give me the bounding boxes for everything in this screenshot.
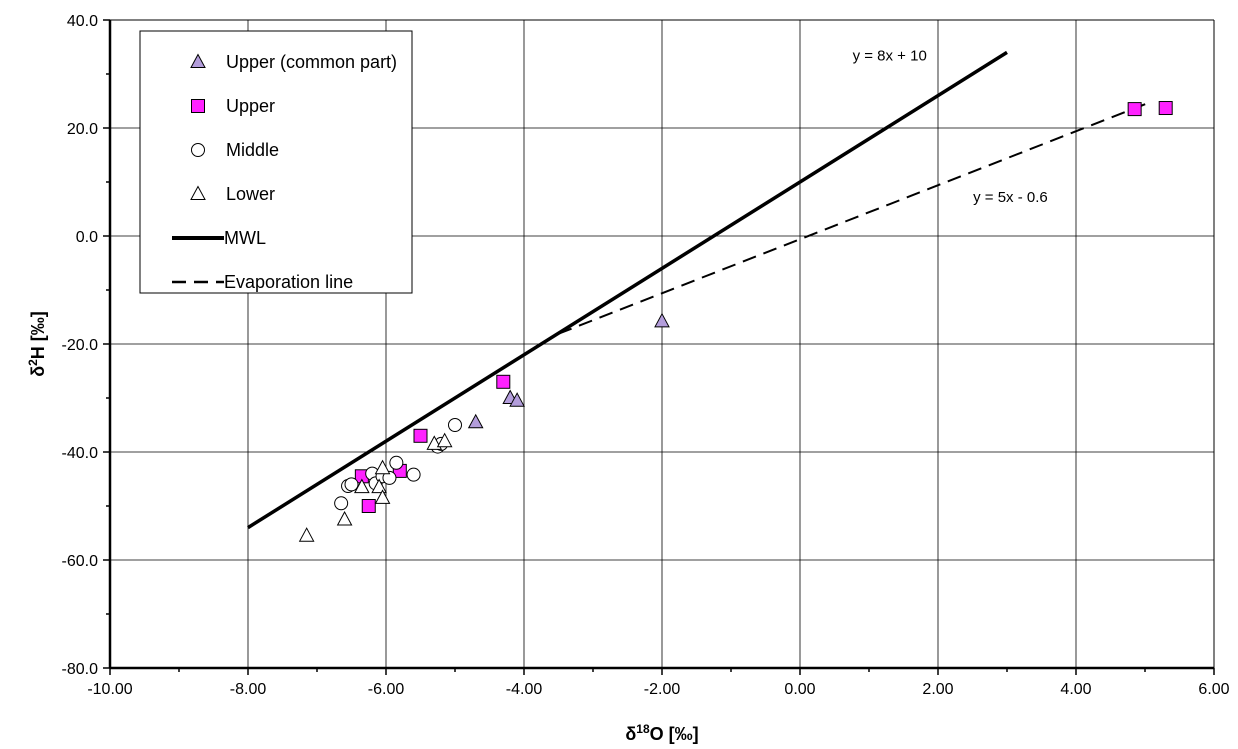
y-tick-label: -80.0 <box>62 661 99 678</box>
evaporation-line <box>558 100 1153 335</box>
legend-label: Evaporation line <box>224 272 353 292</box>
x-tick-label: 4.00 <box>1060 681 1091 698</box>
x-tick-label: 2.00 <box>922 681 953 698</box>
point-middle <box>334 496 349 511</box>
legend-marker <box>191 143 205 157</box>
point-upper-common-part <box>654 312 670 328</box>
point-lower <box>336 510 353 526</box>
point-upper-common-part <box>467 413 484 429</box>
point-lower <box>374 489 391 504</box>
point-middle <box>389 455 404 470</box>
point-lower <box>374 459 391 475</box>
point-middle <box>406 467 421 482</box>
legend-marker <box>190 185 206 200</box>
point-upper <box>496 374 511 389</box>
legend: Upper (common part) Upper Middle Lower MWL Ev… <box>139 30 413 294</box>
x-tick-label: -2.00 <box>644 681 681 698</box>
legend-box <box>139 30 413 294</box>
y-tick-label: -20.0 <box>62 337 99 354</box>
point-middle <box>344 477 359 492</box>
point-lower <box>354 478 370 494</box>
equation-label: y = 5x - 0.6 <box>973 189 1048 206</box>
legend-label: Lower <box>226 184 275 204</box>
x-tick-label: -10.00 <box>87 681 132 698</box>
regression-lines <box>247 50 1153 530</box>
y-tick-label: 20.0 <box>67 121 98 138</box>
point-upper <box>1158 101 1173 116</box>
legend-marker <box>191 99 205 113</box>
x-tick-label: 0.00 <box>784 681 815 698</box>
legend-marker <box>190 53 206 68</box>
y-tick-label: 0.0 <box>76 229 98 246</box>
data-points <box>298 101 1173 542</box>
equation-annotations: y = 8x + 10 y = 5x - 0.6 <box>853 48 1048 206</box>
x-axis-title: δ18O [‰] <box>625 722 698 744</box>
y-tick-label: -60.0 <box>62 553 99 570</box>
axes: -10.00 -8.00 -6.00 -4.00 -2.00 0.00 2.00 4.00 6.… <box>62 13 1230 698</box>
point-upper-common-part <box>509 392 525 407</box>
x-tick-label: -4.00 <box>506 681 543 698</box>
y-axis-title: δ2H [‰] <box>26 311 48 377</box>
y-tick-label: 40.0 <box>67 13 98 30</box>
y-tick-label: -40.0 <box>62 445 99 462</box>
x-tick-label: -6.00 <box>368 681 405 698</box>
point-upper <box>361 499 376 513</box>
legend-label: Upper <box>226 96 275 116</box>
mwl-line <box>247 50 1008 530</box>
point-lower <box>436 432 453 448</box>
legend-label: Middle <box>226 140 279 160</box>
point-lower <box>298 527 315 542</box>
x-tick-label: 6.00 <box>1198 681 1229 698</box>
legend-label: MWL <box>224 228 266 248</box>
equation-label: y = 8x + 10 <box>853 48 927 65</box>
point-upper <box>413 428 428 443</box>
x-tick-label: -8.00 <box>230 681 267 698</box>
point-upper <box>1127 102 1142 117</box>
point-middle <box>448 418 462 432</box>
point-middle <box>382 470 397 485</box>
point-lower <box>371 478 387 494</box>
legend-label: Upper (common part) <box>226 52 397 72</box>
